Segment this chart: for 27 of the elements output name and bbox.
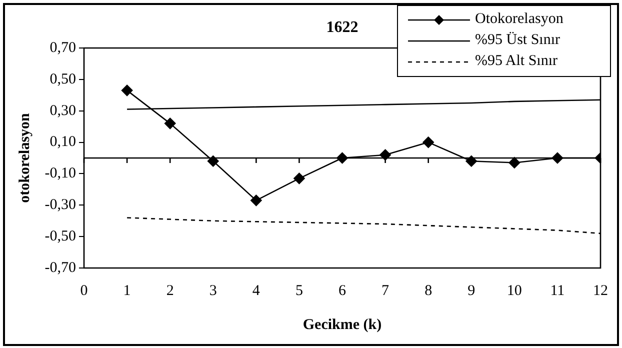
x-tick-label: 4 [252, 282, 260, 299]
x-tick-label: 0 [80, 282, 88, 299]
x-tick-label: 3 [209, 282, 217, 299]
legend-label: %95 Alt Sınır [475, 53, 558, 70]
y-tick-label: 0,30 [50, 102, 76, 119]
y-tick-label: -0,10 [44, 166, 76, 182]
chart-title: 1622 [326, 19, 358, 36]
x-tick-label: 2 [166, 282, 174, 299]
y-tick-label: 0,70 [50, 40, 76, 56]
x-tick-label: 10 [506, 282, 522, 299]
x-tick-label: 1 [123, 282, 131, 299]
x-tick-label: 8 [424, 282, 432, 299]
y-tick-label: 0,50 [50, 71, 76, 88]
x-tick-label: 7 [382, 282, 390, 299]
x-tick-label: 11 [550, 282, 565, 299]
x-axis-title: Gecikme (k) [302, 316, 382, 333]
legend-label: Otokorelasyon [475, 11, 564, 28]
x-tick-label: 6 [338, 282, 346, 299]
y-tick-label: -0,30 [44, 197, 76, 214]
x-tick-label: 9 [468, 282, 476, 299]
x-tick-label: 12 [593, 282, 608, 299]
y-tick-label: 0,10 [50, 134, 76, 150]
y-axis-title: otokorelasyon [16, 112, 33, 203]
x-tick-label: 5 [295, 282, 303, 299]
y-tick-label: -0,70 [44, 260, 76, 276]
y-tick-label: -0,50 [44, 228, 76, 245]
legend-label: %95 Üst Sınır [475, 32, 560, 49]
